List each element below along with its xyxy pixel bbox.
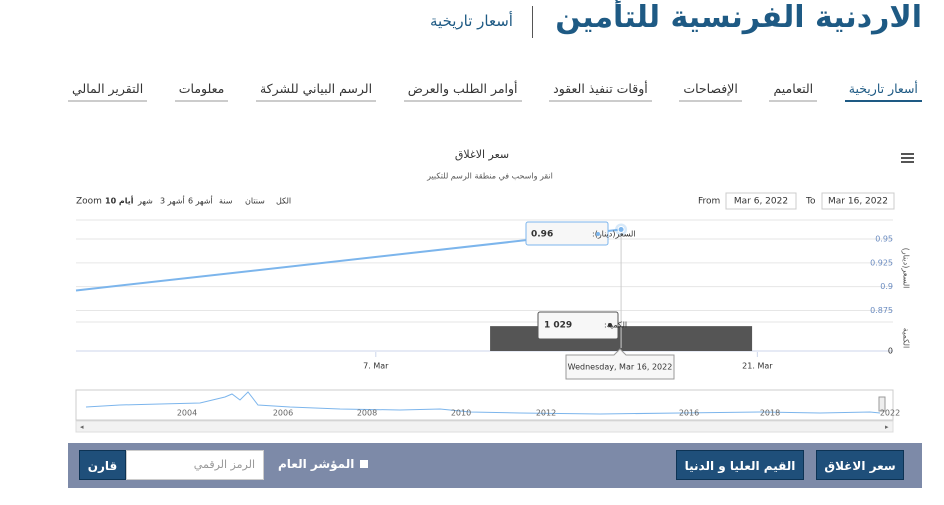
close-button[interactable]: سعر الاغلاق [816,450,904,480]
price-tooltip [525,221,609,246]
tab[interactable]: التعاميم [769,78,818,102]
index-checkbox[interactable]: المؤشر العام [278,457,369,471]
navigator-handle[interactable] [878,396,886,412]
volume-tooltip-label: الكمية: [604,321,627,330]
separator [532,6,533,38]
navigator-year: 2010 [451,409,471,418]
navigator[interactable] [75,389,894,421]
tabs: أسعار تاريخية التعاميم الإفصاحات أوقات تنفي… [68,78,922,102]
volume-tooltip-value: 1 029 [544,321,572,331]
date-tooltip-text: Wednesday, Mar 16, 2022 [568,363,673,372]
tab[interactable]: التقرير المالي [68,78,148,102]
navigator-year: 2018 [760,409,780,418]
symbol-input[interactable]: الرمز الرقمي [126,450,264,480]
to-input[interactable] [821,192,895,210]
date-tooltip [565,348,675,380]
navigator-year: 2012 [536,409,556,418]
from-label: From [698,197,720,207]
price-tooltip-label: السعر(دينار): [592,230,636,239]
tab[interactable]: أسعار تاريخية [844,78,922,102]
y-tick-label: 0.925 [870,258,893,267]
chart-subtitle: انقر واسحب في منطقة الرسم للتكبير [426,172,553,181]
company-title: الاردنية الفرنسية للتأمين [555,0,922,35]
scrollbar[interactable] [75,420,894,433]
y-axis-label: السعر(دينار) [902,248,911,289]
compare-button[interactable]: قارن [79,450,126,480]
hover-point [617,226,625,234]
chart: سعر الاغلاق انقر واسحب في منطقة الرسم لل… [75,148,914,433]
control-bar: سعر الاغلاق القيم العليا و الدنيا المؤشر… [68,443,922,488]
volume-tooltip-dot [608,323,612,327]
y-tick-label: 0.95 [875,235,893,244]
tab[interactable]: أوقات تنفيذ العقود [549,78,652,102]
to-date: Mar 16, 2022 [828,197,888,207]
to-label: To [805,197,816,207]
navigator-year: 2022 [880,409,900,418]
navigator-year: 2008 [357,409,377,418]
zoom-button[interactable]: 10 أيام [105,196,134,206]
navigator-year: 2006 [273,409,293,418]
zoom-button[interactable]: سنة [219,197,233,206]
x-tick-label: 7. Mar [363,362,389,371]
zoom-button[interactable]: 3 أشهر [160,196,185,206]
y2-tick-label: 0 [888,347,893,356]
navigator-year: 2004 [177,409,197,418]
zoom-button[interactable]: 6 أشهر [188,196,213,206]
price-tooltip-value: 0.96 [531,230,553,240]
menu-icon[interactable] [901,153,914,163]
volume-tooltip [537,311,619,340]
scroll-right[interactable]: ▸ [885,423,889,431]
price-tooltip-dot [596,232,600,236]
y-tick-label: 0.875 [870,306,893,315]
tab[interactable]: الرسم البياني للشركة [255,78,377,102]
from-date: Mar 6, 2022 [734,197,788,207]
y2-axis-label: الكمية [902,328,911,348]
tab[interactable]: معلومات [174,78,229,102]
from-input[interactable] [725,192,797,210]
tab[interactable]: أوامر الطلب والعرض [403,78,522,102]
navigator-line [85,391,881,415]
page-subtitle: أسعار تاريخية [430,12,513,30]
y-tick-label: 0.9 [880,282,893,291]
highlow-button[interactable]: القيم العليا و الدنيا [676,450,804,480]
scroll-left[interactable]: ◂ [80,423,84,431]
zoom-button[interactable]: شهر [137,197,153,206]
index-label: المؤشر العام [278,457,355,471]
zoom-button[interactable]: سنتان [245,197,265,206]
x-tick-label: 21. Mar [742,362,773,371]
tab[interactable]: الإفصاحات [679,78,742,102]
navigator-year: 2016 [679,409,699,418]
chart-title: سعر الاغلاق [455,148,509,161]
zoom-label: Zoom [76,197,102,207]
zoom-button[interactable]: الكل [276,197,291,206]
